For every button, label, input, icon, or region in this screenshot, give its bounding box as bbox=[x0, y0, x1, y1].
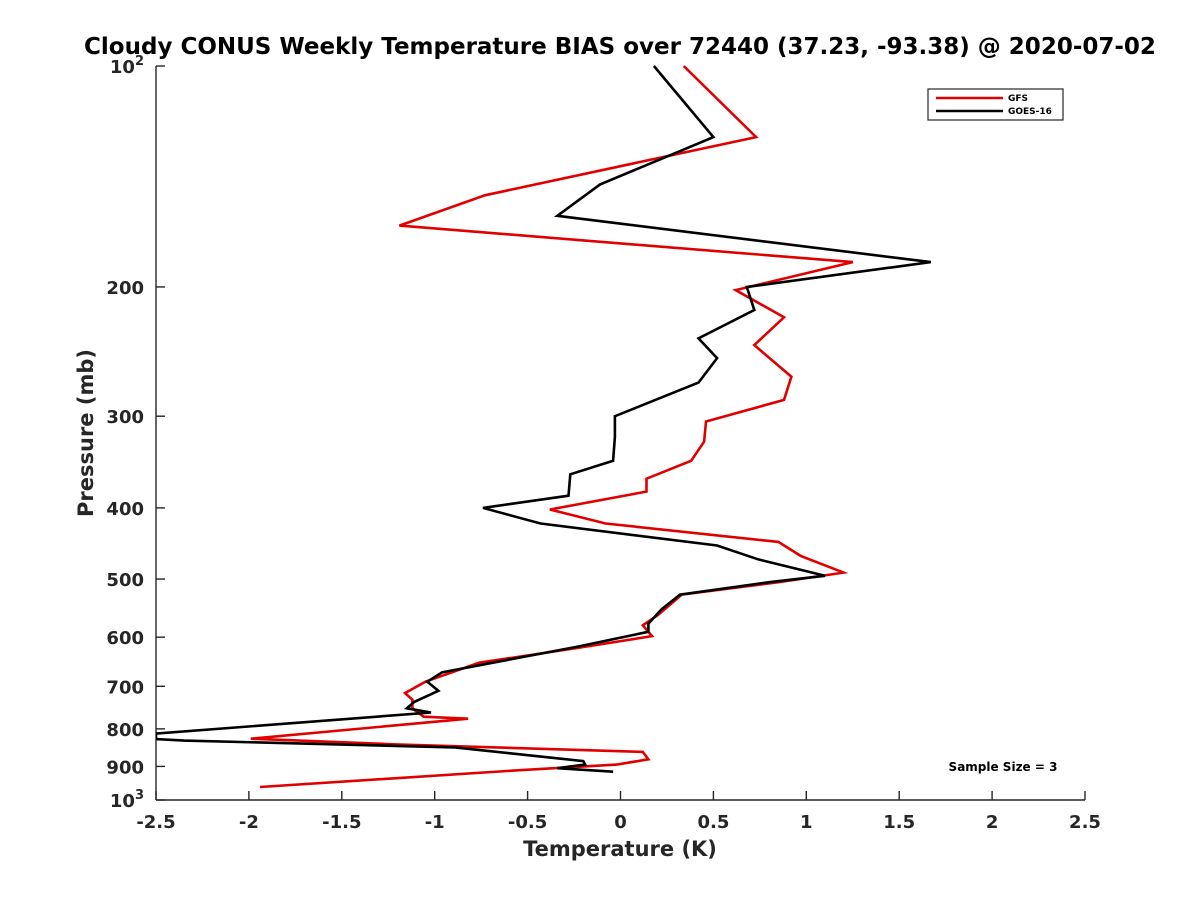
x-tick-label: -1.5 bbox=[322, 812, 361, 833]
y-tick-label: 900 bbox=[106, 757, 144, 778]
y-tick-label: 300 bbox=[106, 407, 144, 428]
x-tick-label: -2 bbox=[239, 812, 259, 833]
x-axis: -2.5 -2 -1.5 -1 -0.5 0 0.5 1 1.5 2 2.5 bbox=[136, 791, 1101, 833]
legend-box bbox=[927, 88, 1064, 121]
x-tick-label: -2.5 bbox=[136, 812, 175, 833]
series-line-gfs bbox=[250, 65, 854, 789]
x-tick-label: 2 bbox=[986, 812, 999, 833]
x-tick-label: 0.5 bbox=[697, 812, 729, 833]
y-axis-label: Pressure (mb) bbox=[74, 349, 98, 517]
sample-size-annotation: Sample Size = 3 bbox=[949, 760, 1058, 774]
y-tick-label: 800 bbox=[106, 720, 144, 741]
series-layer bbox=[156, 65, 931, 789]
y-axis: 102 200 300 400 500 600 700 800 900 103 bbox=[106, 54, 165, 812]
x-tick-label: 2.5 bbox=[1069, 812, 1101, 833]
y-tick-label: 200 bbox=[106, 278, 144, 299]
y-tick-label: 500 bbox=[106, 570, 144, 591]
chart-title: Cloudy CONUS Weekly Temperature BIAS ove… bbox=[84, 34, 1156, 60]
y-tick-label: 102 bbox=[110, 54, 144, 78]
legend: GFS GOES-16 bbox=[927, 88, 1064, 121]
y-tick-label: 700 bbox=[106, 677, 144, 698]
y-tick-label: 103 bbox=[110, 788, 144, 812]
x-tick-label: -1 bbox=[425, 812, 445, 833]
x-tick-label: -0.5 bbox=[508, 812, 547, 833]
series-line-goes-16 bbox=[156, 65, 931, 773]
x-axis-label: Temperature (K) bbox=[523, 837, 717, 861]
x-tick-label: 1 bbox=[800, 812, 813, 833]
x-tick-label: 0 bbox=[614, 812, 627, 833]
y-tick-label: 400 bbox=[106, 499, 144, 520]
y-tick-label: 600 bbox=[106, 628, 144, 649]
legend-label: GOES-16 bbox=[1008, 107, 1052, 117]
legend-label: GFS bbox=[1008, 94, 1028, 104]
x-tick-label: 1.5 bbox=[883, 812, 915, 833]
